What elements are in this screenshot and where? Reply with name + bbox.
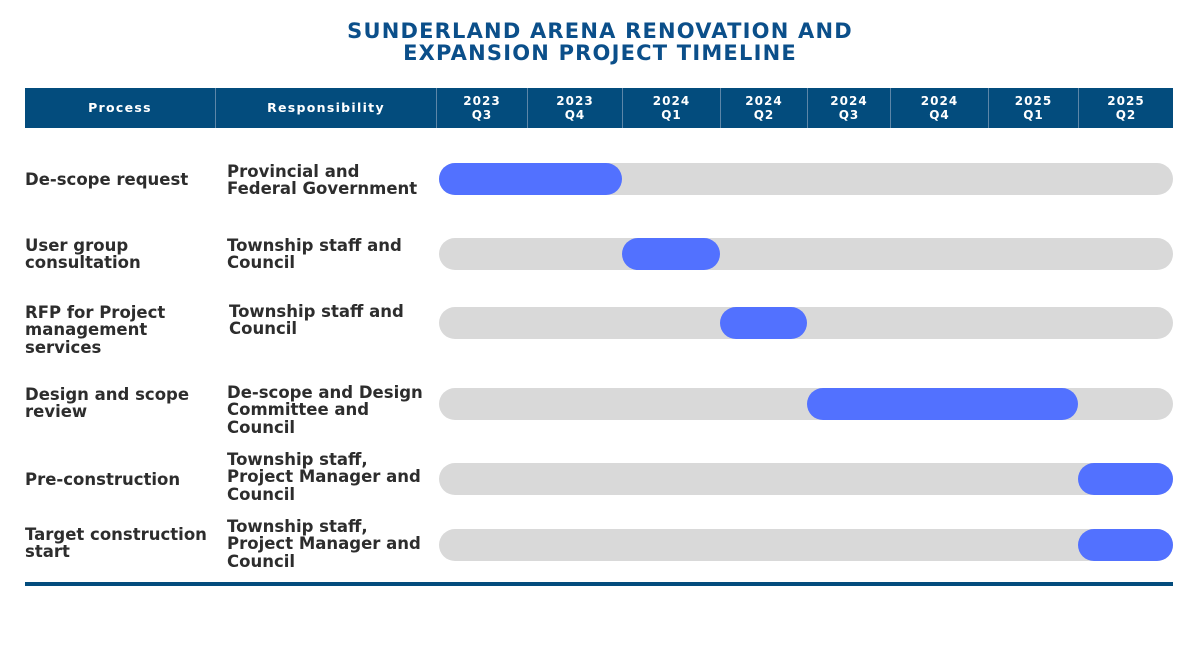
header-responsibility: Responsibility <box>215 88 436 128</box>
quarter-label: Q2 <box>1115 108 1137 122</box>
header-process: Process <box>25 88 215 128</box>
task-responsibility: De-scope and Design Committee and Counci… <box>227 382 423 437</box>
quarter-year: 2025 <box>1014 94 1053 108</box>
task-track <box>439 238 1173 270</box>
task-responsibility: Provincial and Federal Government <box>227 161 418 198</box>
quarter-year: 2024 <box>920 94 959 108</box>
task-track <box>439 463 1173 495</box>
header-quarter: 2025 Q2 <box>1078 88 1173 128</box>
task-bar <box>622 238 720 270</box>
timeline-header: Process Responsibility 2023 Q3 2023 Q4 2… <box>25 88 1173 128</box>
quarter-label: Q1 <box>1023 108 1044 122</box>
header-quarter: 2024 Q3 <box>807 88 890 128</box>
task-process: Target construction start <box>25 524 207 561</box>
quarter-year: 2023 <box>463 94 501 108</box>
chart-title-line-1: SUNDERLAND ARENA RENOVATION AND <box>347 19 853 43</box>
quarter-label: Q3 <box>838 108 860 122</box>
quarter-year: 2024 <box>652 94 691 108</box>
task-bar <box>720 307 807 339</box>
task-bar <box>807 388 1078 420</box>
task-bar <box>439 163 622 195</box>
task-process: Pre-construction <box>25 470 181 490</box>
bottom-rule <box>25 582 1173 586</box>
task-process: De-scope request <box>25 170 189 190</box>
task-bar <box>1078 529 1173 561</box>
task-bar <box>1078 463 1173 495</box>
header-quarter: 2024 Q2 <box>720 88 807 128</box>
header-quarter: 2023 Q3 <box>436 88 527 128</box>
quarter-year: 2024 <box>830 94 868 108</box>
header-quarter: 2024 Q4 <box>890 88 988 128</box>
chart-title-line-2: EXPANSION PROJECT TIMELINE <box>403 41 797 65</box>
header-quarter: 2025 Q1 <box>988 88 1078 128</box>
header-process-label: Process <box>88 100 152 115</box>
quarter-year: 2024 <box>745 94 783 108</box>
quarter-label: Q4 <box>929 108 950 122</box>
task-responsibility: Township staff, Project Manager and Coun… <box>227 516 421 571</box>
task-process: RFP for Project management services <box>25 302 166 357</box>
header-quarter: 2024 Q1 <box>622 88 720 128</box>
quarter-label: Q1 <box>661 108 682 122</box>
chart-title: SUNDERLAND ARENA RENOVATION AND EXPANSIO… <box>0 20 1200 64</box>
quarter-label: Q3 <box>471 108 493 122</box>
task-process: Design and scope review <box>25 384 190 421</box>
task-responsibility: Township staff and Council <box>227 235 402 272</box>
header-responsibility-label: Responsibility <box>267 100 385 115</box>
task-responsibility: Township staff, Project Manager and Coun… <box>227 449 421 504</box>
quarter-label: Q4 <box>564 108 586 122</box>
task-responsibility: Township staff and Council <box>229 301 404 338</box>
task-track <box>439 388 1173 420</box>
task-track <box>439 529 1173 561</box>
header-quarter: 2023 Q4 <box>527 88 622 128</box>
quarter-label: Q2 <box>753 108 775 122</box>
task-track <box>439 163 1173 195</box>
task-track <box>439 307 1173 339</box>
quarter-year: 2025 <box>1107 94 1145 108</box>
task-process: User group consultation <box>25 235 141 272</box>
quarter-year: 2023 <box>556 94 594 108</box>
